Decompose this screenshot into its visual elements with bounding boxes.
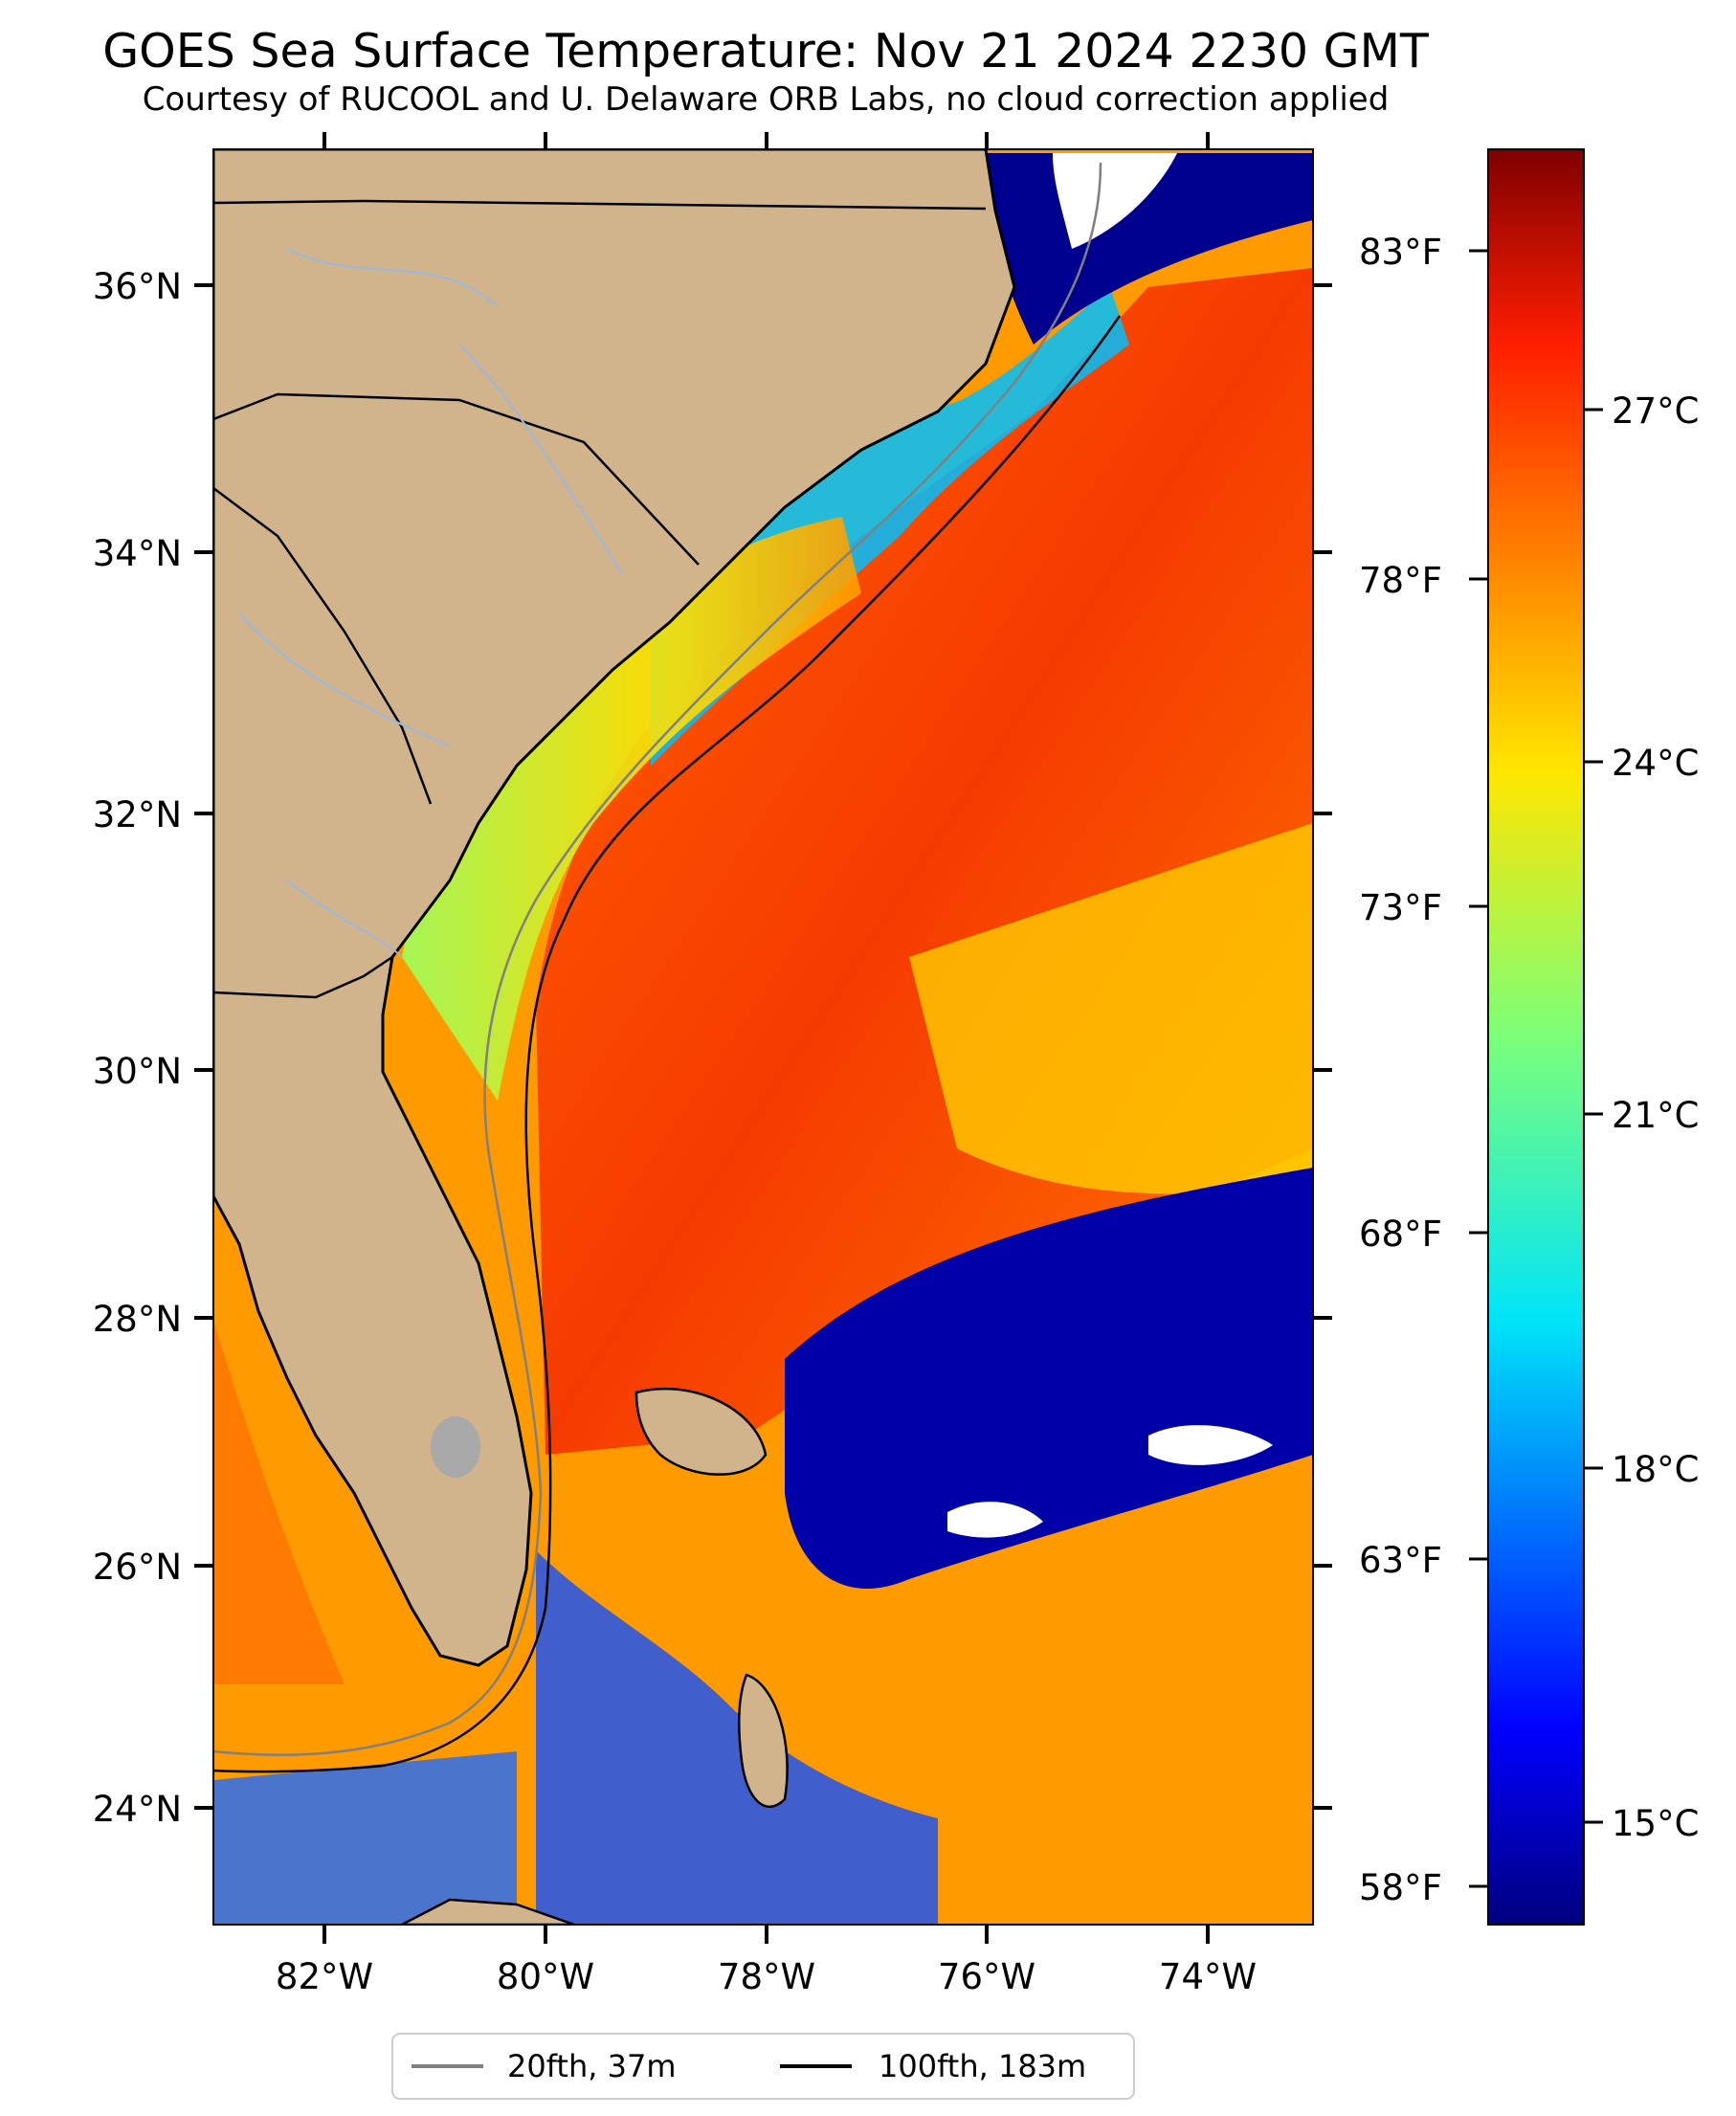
yellow-offshore-band: [909, 823, 1313, 1194]
rivers: [238, 248, 623, 958]
colorbar-gradient: [1487, 148, 1585, 1926]
legend-label-100fth: 100fth, 183m: [879, 2048, 1086, 2084]
cloud-gap-1: [1148, 1425, 1273, 1465]
lat-axis-left: 36°N 34°N 32°N 30°N 28°N 26°N 24°N: [93, 266, 213, 1830]
state-border-nc-sc: [213, 392, 700, 566]
map-panel: [213, 149, 1313, 1925]
colorbar-label: 27°C: [1612, 390, 1699, 432]
lon-label: 74°W: [1159, 1956, 1257, 1997]
lon-label: 76°W: [938, 1956, 1035, 1997]
f-label: 73°F: [1359, 887, 1442, 928]
cold-cloud-region-se: [785, 1168, 1313, 1589]
colorbar-label: 15°C: [1612, 1803, 1699, 1844]
colorbar-label: 21°C: [1612, 1095, 1699, 1136]
colorbar: 27°C 24°C 21°C 18°C 15°C: [1487, 148, 1699, 1926]
colorbar-label: 24°C: [1612, 743, 1699, 784]
f-label: 78°F: [1359, 560, 1442, 601]
frame-ticks: [323, 132, 1332, 1810]
cloud-gap-north: [1053, 153, 1177, 249]
f-label: 63°F: [1359, 1540, 1442, 1581]
state-border-sc-ga: [213, 486, 433, 805]
lat-label: 26°N: [93, 1547, 182, 1588]
f-label: 83°F: [1359, 232, 1442, 273]
map-frame: [212, 148, 1314, 1926]
coastal-shelf-gradient: [402, 517, 861, 1101]
gulf-of-mexico-warm: [213, 1321, 345, 1684]
lon-axis-bottom: 82°W 80°W 78°W 76°W 74°W: [276, 1925, 1257, 1997]
lon-label: 82°W: [276, 1956, 373, 1997]
cold-band-florida-straits: [213, 1751, 517, 1925]
lat-label: 36°N: [93, 266, 182, 307]
land-bahamas-andros: [738, 1673, 789, 1808]
lat-label: 28°N: [93, 1299, 182, 1340]
lon-label: 78°W: [718, 1956, 815, 1997]
lat-label: 34°N: [93, 533, 182, 574]
state-border-ga-fl: [213, 955, 393, 999]
cold-patches-bahamas: [536, 1550, 938, 1925]
map-subtitle: Courtesy of RUCOOL and U. Delaware ORB L…: [143, 80, 1390, 119]
isobath-100fth: [213, 315, 1122, 1773]
lat-label: 32°N: [93, 794, 182, 835]
land-southeast-us: [213, 149, 1016, 1667]
legend-box: [391, 2033, 1135, 2100]
lake-okeechobee: [431, 1416, 480, 1478]
lat-label: 24°N: [93, 1789, 182, 1830]
lon-label: 80°W: [497, 1956, 594, 1997]
f-label: 68°F: [1359, 1214, 1442, 1255]
map-title: GOES Sea Surface Temperature: Nov 21 202…: [102, 24, 1430, 78]
lat-label: 30°N: [93, 1051, 182, 1092]
isobath-20fth: [213, 162, 1102, 1756]
fahrenheit-axis: 83°F 78°F 73°F 68°F 63°F 58°F: [1359, 232, 1488, 1908]
land-bahamas-north: [634, 1388, 768, 1476]
state-border-va-nc: [213, 199, 987, 211]
land-cuba-fragment: [401, 1898, 575, 1925]
cloud-gap-2: [947, 1502, 1043, 1538]
f-label: 58°F: [1359, 1867, 1442, 1908]
isobath-legend: 20fth, 37m 100fth, 183m: [391, 2033, 1135, 2100]
legend-label-20fth: 20fth, 37m: [507, 2048, 676, 2084]
colorbar-label: 18°C: [1612, 1449, 1699, 1490]
